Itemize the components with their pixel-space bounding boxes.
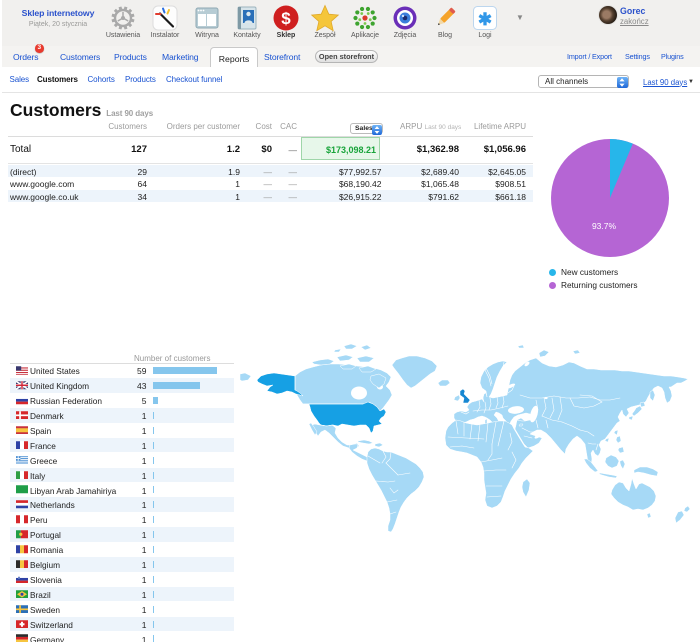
svg-text:$: $ bbox=[281, 9, 291, 28]
svg-text:✱: ✱ bbox=[478, 10, 492, 29]
